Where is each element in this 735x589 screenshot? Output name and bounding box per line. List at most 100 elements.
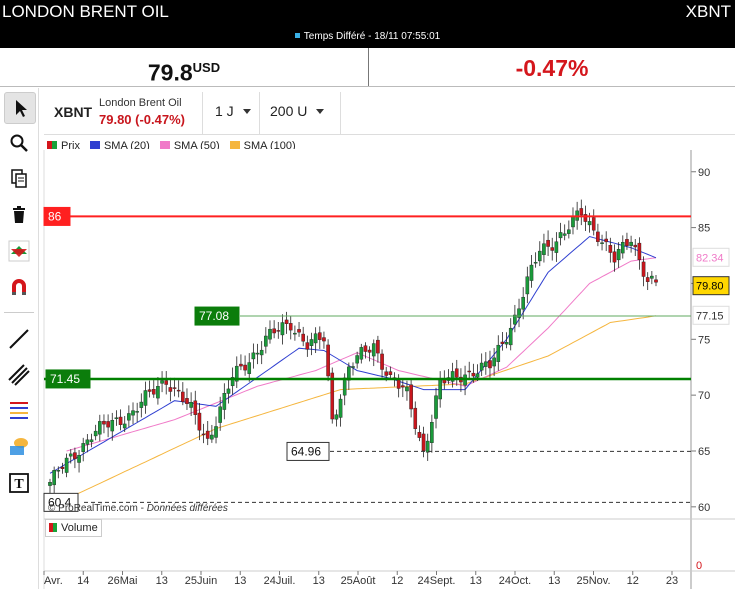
candle-body <box>562 233 567 236</box>
candle-body <box>81 443 86 452</box>
y-tick-label: 65 <box>698 446 710 458</box>
candle-body <box>417 432 422 438</box>
candle-body <box>521 296 525 310</box>
candle-body <box>421 433 426 452</box>
magnifier-icon[interactable] <box>4 128 34 158</box>
candle-body <box>239 363 243 367</box>
x-tick-label: 13 <box>470 575 482 587</box>
candle-body <box>355 355 359 364</box>
candle-body <box>430 422 434 443</box>
candle-body <box>371 343 376 357</box>
interval-dropdown[interactable]: 1 J <box>202 92 269 134</box>
candle-body <box>579 208 584 216</box>
candle-body <box>342 377 347 396</box>
x-tick-label: 13 <box>156 575 168 587</box>
candle-body <box>376 339 380 354</box>
candle-body <box>77 455 81 463</box>
candle-body <box>517 308 521 318</box>
units-dropdown[interactable]: 200 U <box>259 92 341 134</box>
candle-body <box>367 349 372 353</box>
candle-body <box>73 452 77 460</box>
x-tick-label: 25Juin <box>185 575 217 587</box>
candle-body <box>218 406 222 423</box>
credit-note: Données différées <box>146 503 228 514</box>
candle-body <box>645 277 650 282</box>
candle-body <box>201 433 206 436</box>
candle-body <box>272 328 276 334</box>
plot-area <box>44 149 691 519</box>
candle-body <box>587 221 592 226</box>
interval-value: 1 J <box>215 103 234 119</box>
fibonacci-icon[interactable] <box>4 396 34 426</box>
shapes-icon[interactable] <box>4 432 34 462</box>
candle-body <box>596 231 600 242</box>
x-tick-label: 13 <box>548 575 560 587</box>
candle-body <box>160 380 164 384</box>
level-tag-86 <box>43 206 71 226</box>
candle-body <box>409 384 413 410</box>
magnet-icon[interactable] <box>4 272 34 302</box>
candle-body <box>347 366 351 381</box>
candle-body <box>650 275 654 279</box>
candle-body <box>131 410 135 416</box>
candle-body <box>226 388 231 394</box>
copy-icon[interactable] <box>4 164 34 194</box>
candle-body <box>616 248 621 261</box>
candle-body <box>276 330 281 332</box>
candle-body <box>620 241 625 254</box>
candle-body <box>102 420 106 425</box>
axis-badge <box>692 247 730 267</box>
candle-body <box>513 314 517 325</box>
text-tool-icon[interactable]: T <box>4 468 34 498</box>
candle-body <box>193 400 198 415</box>
price-change: -0.47% <box>515 55 589 81</box>
candle-body <box>504 342 509 345</box>
candle-body <box>450 371 455 382</box>
level-tag-71-45-text: 71.45 <box>50 372 80 386</box>
candle-body <box>60 466 65 469</box>
candle-body <box>210 434 214 440</box>
candle-body <box>401 385 405 388</box>
candle-body <box>351 366 355 368</box>
cursor-icon[interactable] <box>4 92 36 124</box>
candle-body <box>330 372 335 420</box>
buy-sell-icon[interactable] <box>4 236 34 266</box>
chevron-down-icon <box>316 109 325 114</box>
candle-body <box>533 262 538 264</box>
candle-body <box>359 347 364 360</box>
drawing-toolbar: T <box>0 88 39 589</box>
axis-badge <box>692 305 730 325</box>
candle-body <box>484 361 488 367</box>
level-tag-60-4 <box>43 492 79 512</box>
candle-body <box>380 353 384 370</box>
candle-body <box>558 232 563 239</box>
level-tag-60-4-text: 60.4 <box>48 495 72 509</box>
candle-body <box>305 342 310 350</box>
candle-body <box>583 214 588 222</box>
candle-body <box>363 345 368 352</box>
y-tick-label: 70 <box>698 390 710 402</box>
candle-body <box>525 276 530 295</box>
price-value: 79.8 <box>147 59 193 86</box>
candle-body <box>600 242 604 244</box>
candle-swatch-icon <box>47 141 57 151</box>
volume-label: Volume <box>61 522 98 534</box>
candle-body <box>322 337 326 342</box>
chart-credit: © ProRealTime.com - Données différées <box>48 503 228 514</box>
delay-label: Temps Différé <box>303 31 366 42</box>
trash-icon[interactable] <box>4 200 34 230</box>
candle-body <box>492 357 496 367</box>
axis-badge <box>692 276 730 296</box>
line-tool-icon[interactable] <box>4 324 34 354</box>
volume-legend[interactable]: Volume <box>45 519 102 537</box>
candle-body <box>288 323 293 331</box>
instrument-header: XBNT London Brent Oil 79.80 (-0.47%) 1 J… <box>44 92 735 135</box>
legend-swatch <box>159 141 170 151</box>
parallel-lines-icon[interactable] <box>4 360 34 390</box>
delay-bar: Temps Différé - 18/11 07:55:01 <box>0 24 735 48</box>
candle-body <box>264 335 268 347</box>
axis-badge-text: 82.34 <box>696 252 724 264</box>
candle-body <box>135 411 139 413</box>
candle-body <box>475 373 480 378</box>
